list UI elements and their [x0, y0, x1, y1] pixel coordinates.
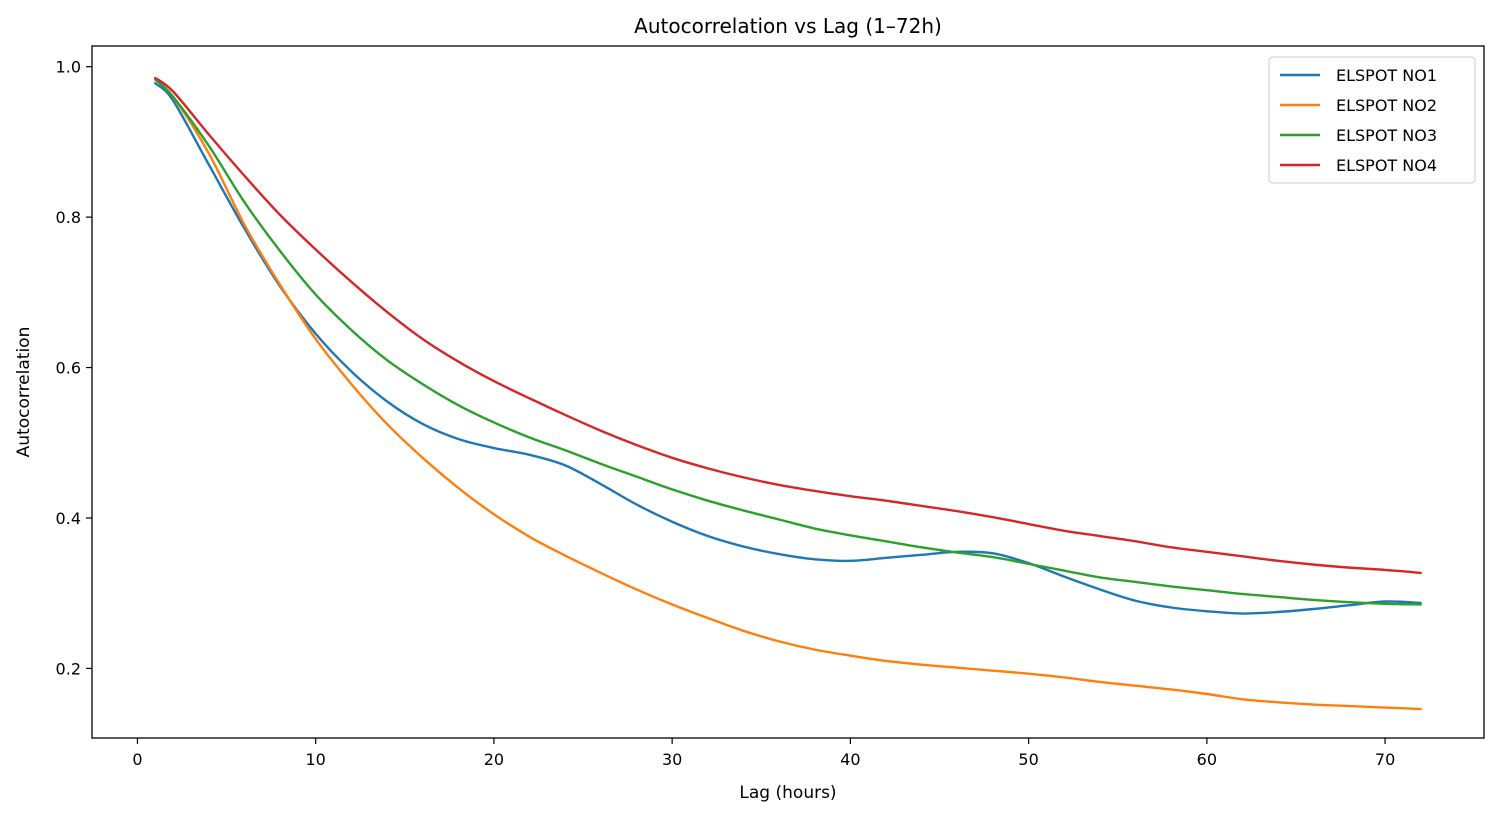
x-axis-ticks: 0 10 20 30 40 50 60 70	[132, 738, 1395, 769]
chart-title: Autocorrelation vs Lag (1–72h)	[634, 14, 942, 38]
x-tick-label: 10	[306, 750, 326, 769]
x-tick-label: 60	[1197, 750, 1217, 769]
legend-box	[1268, 56, 1476, 184]
legend-label-elspot-no4: ELSPOT NO4	[1336, 156, 1437, 175]
legend: ELSPOT NO1 ELSPOT NO2 ELSPOT NO3 ELSPOT NO4	[1268, 56, 1476, 184]
y-axis-ticks: 0.2 0.4 0.6 0.8 1.0	[56, 58, 92, 678]
series-line-elspot-no2	[154, 78, 1422, 711]
legend-label-elspot-no1: ELSPOT NO1	[1336, 66, 1437, 85]
plot-lines	[154, 76, 1422, 711]
x-tick-label: 30	[662, 750, 682, 769]
x-tick-label: 70	[1375, 750, 1395, 769]
plot-frame	[91, 45, 1485, 739]
y-tick-label: 1.0	[56, 58, 81, 77]
y-tick-label: 0.8	[56, 208, 81, 227]
y-tick-label: 0.2	[56, 659, 81, 678]
series-line-elspot-no1	[154, 82, 1422, 615]
x-tick-label: 40	[840, 750, 860, 769]
y-tick-label: 0.4	[56, 509, 81, 528]
x-tick-label: 50	[1018, 750, 1038, 769]
x-axis-label: Lag (hours)	[739, 783, 836, 803]
y-tick-label: 0.6	[56, 359, 81, 378]
series-line-elspot-no4	[154, 76, 1422, 575]
y-axis-label: Autocorrelation	[14, 327, 34, 458]
legend-label-elspot-no2: ELSPOT NO2	[1336, 96, 1437, 115]
x-tick-label: 20	[484, 750, 504, 769]
x-tick-label: 0	[132, 750, 142, 769]
legend-label-elspot-no3: ELSPOT NO3	[1336, 126, 1437, 145]
series-line-elspot-no3	[154, 78, 1422, 606]
